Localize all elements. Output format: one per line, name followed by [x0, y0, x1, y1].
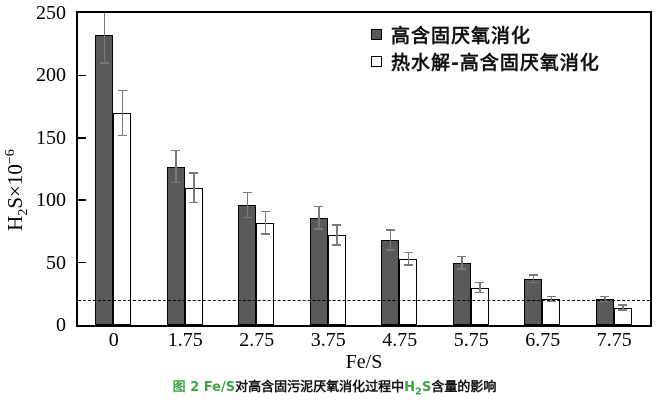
error-bar: [461, 256, 463, 269]
error-bar-cap: [385, 229, 395, 231]
x-tick-label-1.75: 1.75: [167, 329, 203, 351]
error-bar-cap: [332, 224, 342, 226]
x-tick-label-6.75: 6.75: [525, 329, 561, 351]
error-bar-cap: [618, 304, 628, 306]
x-tick-label-3.75: 3.75: [310, 329, 346, 351]
error-bar: [264, 211, 266, 234]
y-tick-mark: [78, 137, 86, 139]
error-bar-cap: [618, 309, 628, 311]
error-bar: [246, 192, 248, 218]
error-bar: [532, 275, 534, 283]
y-tick-label-250: 250: [36, 2, 66, 24]
bar-series1-x4.75: [381, 240, 400, 325]
error-bar-cap: [242, 216, 252, 219]
error-bar-cap: [385, 249, 395, 251]
legend-label: 热水解-高含固厌氧消化: [391, 52, 600, 74]
legend-label: 高含固厌氧消化: [391, 25, 532, 47]
error-bar: [121, 90, 123, 136]
error-bar: [193, 172, 195, 203]
y-tick-label-50: 50: [46, 251, 66, 274]
error-bar-cap: [546, 300, 556, 303]
error-bar-cap: [99, 62, 109, 64]
caption-h2s-end: S: [421, 380, 432, 395]
bar-series1-x0: [95, 35, 114, 325]
bar-series1-x5.75: [452, 262, 471, 325]
error-bar-cap: [260, 233, 270, 235]
bar-series2-x4.75: [399, 258, 418, 325]
error-bar: [604, 296, 606, 302]
y-tick-label-0: 0: [56, 314, 66, 336]
hollow-square-icon: [371, 56, 382, 67]
error-bar-cap: [475, 291, 485, 294]
y-tick-mark: [78, 74, 86, 77]
error-bar-cap: [403, 264, 413, 266]
x-tick-label-7.75: 7.75: [596, 329, 632, 351]
legend-row-thermal-hydrolysis: 热水解-高含固厌氧消化: [371, 48, 600, 75]
bar-series2-x0: [113, 112, 132, 325]
y-tick-mark: [78, 199, 86, 201]
error-bar-cap: [528, 274, 538, 276]
y-tick-label-100: 100: [36, 189, 66, 212]
bar-series1-x1.75: [166, 166, 185, 325]
error-bar-cap: [314, 205, 324, 208]
error-bar: [103, 13, 105, 63]
error-bar-cap: [600, 295, 610, 298]
error-bar-cap: [528, 281, 538, 284]
bar-series1-x3.75: [309, 217, 328, 325]
error-bar-cap: [600, 300, 610, 303]
bar-series1-x2.75: [238, 205, 257, 325]
x-tick-label-2.75: 2.75: [239, 329, 275, 351]
error-bar-cap: [475, 281, 485, 284]
x-axis-title: Fe/S: [345, 351, 383, 373]
bar-series2-x1.75: [184, 187, 203, 325]
bar-series2-x6.75: [542, 298, 561, 325]
caption-text-1: 对高含固污泥厌氧消化过程中: [235, 380, 405, 395]
reference-dashed-line: [78, 299, 650, 301]
error-bar-cap: [314, 228, 324, 230]
error-bar-cap: [189, 201, 199, 204]
error-bar: [318, 206, 320, 229]
bar-series2-x2.75: [256, 222, 275, 325]
plot-area: [76, 11, 652, 327]
x-tick-label-4.75: 4.75: [382, 329, 418, 351]
y-tick-mark: [78, 261, 86, 264]
error-bar-cap: [457, 255, 467, 258]
x-tick-label-5.75: 5.75: [453, 329, 489, 351]
error-bar: [550, 296, 552, 302]
figure-caption: 图 2 Fe/S对高含固污泥厌氧消化过程中H2S含量的影响: [0, 379, 669, 402]
error-bar-cap: [260, 210, 270, 213]
error-bar: [407, 252, 409, 266]
error-bar: [336, 225, 338, 246]
caption-figure-number: 图 2 Fe/S: [172, 380, 236, 395]
error-bar-cap: [171, 181, 181, 184]
bar-series2-x3.75: [327, 235, 346, 325]
error-bar-cap: [117, 134, 127, 137]
caption-h2s-base: H: [404, 380, 415, 395]
error-bar-cap: [332, 244, 342, 246]
caption-text-2: 含量的影响: [431, 380, 497, 395]
error-bar: [175, 150, 177, 183]
x-tick-label-0: 0: [108, 329, 119, 351]
error-bar-cap: [457, 268, 467, 270]
y-tick-label-200: 200: [36, 64, 66, 87]
y-axis-title-prefix: H: [3, 215, 27, 231]
bar-series1-x6.75: [524, 278, 543, 325]
error-bar-cap: [546, 295, 556, 298]
y-axis-title-superscript: −6: [3, 149, 18, 165]
error-bar-cap: [189, 172, 199, 174]
error-bar-cap: [403, 251, 413, 254]
error-bar: [622, 305, 624, 311]
error-bar-cap: [117, 89, 127, 92]
legend-row-digestion: 高含固厌氧消化: [371, 21, 600, 48]
error-bar: [389, 230, 391, 251]
error-bar: [479, 282, 481, 293]
y-tick-label-150: 150: [36, 126, 66, 149]
error-bar-cap: [171, 149, 181, 152]
filled-square-icon: [371, 29, 382, 40]
caption-h2s-subscript: 2: [414, 386, 422, 398]
bar-series1-x7.75: [595, 298, 614, 325]
legend: 高含固厌氧消化 热水解-高含固厌氧消化: [371, 21, 600, 75]
error-bar-cap: [242, 191, 252, 194]
